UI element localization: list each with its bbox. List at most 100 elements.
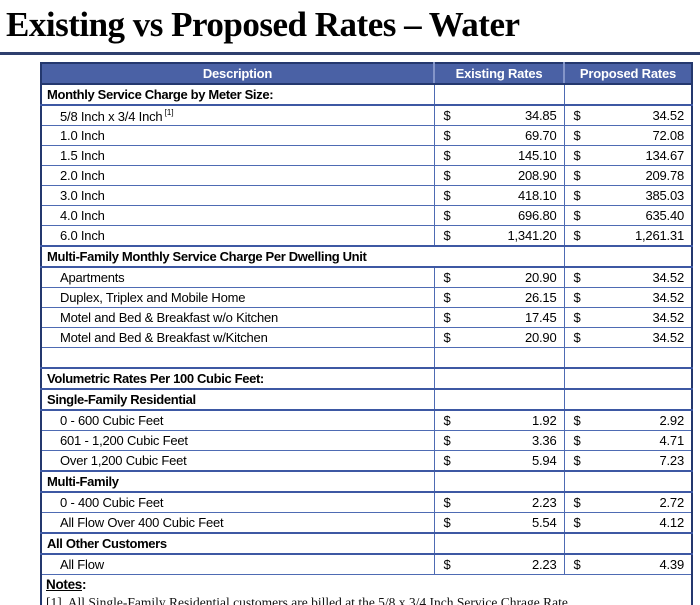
currency-symbol: $ [443, 168, 451, 183]
currency-symbol: $ [443, 128, 451, 143]
rate-value: $72.08 [565, 128, 691, 143]
row-label-cell: Motel and Bed & Breakfast w/Kitchen [40, 327, 435, 348]
table-row: 6.0 Inch $1,341.20 $1,261.31 [40, 225, 693, 247]
amount: 1.92 [531, 413, 557, 428]
rate-value: $2.23 [435, 557, 563, 572]
rate-value: $418.10 [435, 188, 563, 203]
amount: 2.23 [531, 557, 557, 572]
spacer-cell [40, 347, 435, 369]
table-row: 0 - 600 Cubic Feet $1.92 $2.92 [40, 409, 693, 431]
notes-colon: : [82, 577, 87, 592]
proposed-rate-cell: $72.08 [563, 125, 693, 146]
existing-rate-cell: $20.90 [433, 266, 565, 288]
amount: 5.54 [531, 515, 557, 530]
amount: 7.23 [659, 453, 684, 468]
amount: 1,261.31 [634, 228, 684, 243]
rate-value: $5.54 [435, 515, 563, 530]
proposed-rate-cell: $4.71 [563, 430, 693, 451]
row-label-cell: All Flow [40, 553, 435, 575]
amount: 20.90 [524, 330, 557, 345]
existing-rate-cell: $418.10 [433, 185, 565, 206]
existing-rate-cell: $1.92 [433, 409, 565, 431]
proposed-rate-cell: $4.39 [563, 553, 693, 575]
currency-symbol: $ [573, 515, 581, 530]
table-header-row: Description Existing Rates Proposed Rate… [41, 63, 692, 85]
rate-value: $34.52 [565, 330, 691, 345]
currency-symbol: $ [573, 228, 581, 243]
section-empty-cell [563, 532, 693, 555]
rate-value: $145.10 [435, 148, 563, 163]
currency-symbol: $ [443, 188, 451, 203]
amount: 72.08 [652, 128, 684, 143]
table-row: 1.0 Inch $69.70 $72.08 [40, 125, 693, 146]
proposed-rate-cell: $209.78 [563, 165, 693, 186]
row-label-cell: 0 - 600 Cubic Feet [40, 409, 435, 431]
proposed-rate-cell: $2.92 [563, 409, 693, 431]
currency-symbol: $ [443, 515, 451, 530]
table-body: Monthly Service Charge by Meter Size: 5/8… [40, 83, 693, 575]
rate-value: $385.03 [565, 188, 691, 203]
section-empty-cell [563, 388, 693, 411]
footnote-1: [1] All Single-Family Residential custom… [46, 595, 572, 605]
existing-rate-cell: $20.90 [433, 327, 565, 348]
rate-value: $2.23 [435, 495, 563, 510]
rate-value: $69.70 [435, 128, 563, 143]
rates-table: Description Existing Rates Proposed Rate… [40, 62, 693, 605]
section-empty-cell [433, 532, 565, 555]
existing-rate-cell: $26.15 [433, 287, 565, 308]
proposed-rate-cell: $34.52 [563, 327, 693, 348]
column-header-existing-rates: Existing Rates [433, 63, 564, 85]
currency-symbol: $ [443, 557, 451, 572]
currency-symbol: $ [443, 310, 451, 325]
section-header-row: Volumetric Rates Per 100 Cubic Feet: [40, 367, 693, 390]
amount: 26.15 [524, 290, 557, 305]
rate-value: $1.92 [435, 413, 563, 428]
amount: 4.39 [659, 557, 684, 572]
column-header-description: Description [41, 63, 434, 85]
proposed-rate-cell: $4.12 [563, 512, 693, 534]
row-label-cell: Apartments [40, 266, 435, 288]
table-row: Motel and Bed & Breakfast w/o Kitchen $17… [40, 307, 693, 328]
amount: 696.80 [517, 208, 557, 223]
row-label-cell: 601 - 1,200 Cubic Feet [40, 430, 435, 451]
section-header-row: Multi-Family Monthly Service Charge Per … [40, 245, 693, 268]
table-row: 0 - 400 Cubic Feet $2.23 $2.72 [40, 491, 693, 513]
section-header-row: Multi-Family [40, 470, 693, 493]
row-label-cell: All Flow Over 400 Cubic Feet [40, 512, 435, 534]
currency-symbol: $ [443, 495, 451, 510]
rate-value: $20.90 [435, 270, 563, 285]
amount: 3.36 [531, 433, 557, 448]
amount: 5.94 [531, 453, 557, 468]
proposed-rate-cell: $34.52 [563, 266, 693, 288]
currency-symbol: $ [443, 413, 451, 428]
rate-value: $34.52 [565, 270, 691, 285]
row-label-cell: 6.0 Inch [40, 225, 435, 247]
currency-symbol: $ [573, 433, 581, 448]
amount: 208.90 [517, 168, 557, 183]
rate-value: $2.72 [565, 495, 691, 510]
existing-rate-cell: $2.23 [433, 553, 565, 575]
row-label-cell: Motel and Bed & Breakfast w/o Kitchen [40, 307, 435, 328]
section-label-cell: Single-Family Residential [40, 388, 435, 411]
rate-value: $4.12 [565, 515, 691, 530]
proposed-rate-cell: $34.52 [563, 307, 693, 328]
amount: 34.52 [652, 108, 684, 123]
section-empty-cell [563, 470, 693, 493]
existing-rate-cell: $1,341.20 [433, 225, 565, 247]
currency-symbol: $ [443, 453, 451, 468]
spacer-cell [563, 347, 693, 369]
rate-value: $134.67 [565, 148, 691, 163]
rate-value: $34.52 [565, 108, 691, 123]
table-row: 601 - 1,200 Cubic Feet $3.36 $4.71 [40, 430, 693, 451]
title-divider [0, 52, 700, 55]
proposed-rate-cell: $2.72 [563, 491, 693, 513]
currency-symbol: $ [443, 330, 451, 345]
table-row: Over 1,200 Cubic Feet $5.94 $7.23 [40, 450, 693, 472]
rates-table-container: Description Existing Rates Proposed Rate… [40, 62, 693, 605]
proposed-rate-cell: $635.40 [563, 205, 693, 226]
rate-value: $2.92 [565, 413, 691, 428]
amount: 385.03 [645, 188, 684, 203]
currency-symbol: $ [573, 270, 581, 285]
rate-value: $1,341.20 [435, 228, 563, 243]
amount: 418.10 [517, 188, 557, 203]
